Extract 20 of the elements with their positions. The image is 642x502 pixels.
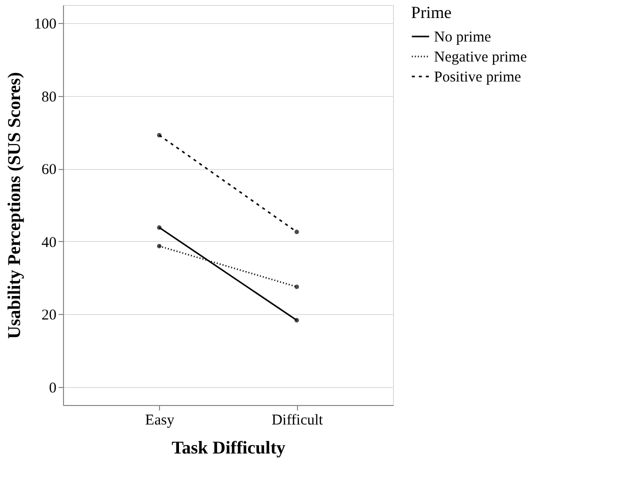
legend-label: Positive prime <box>434 70 522 86</box>
y-tick-label: 0 <box>49 380 56 396</box>
x-tick-label: Easy <box>145 412 175 428</box>
legend-title: Prime <box>411 3 452 22</box>
y-tick-label: 40 <box>42 234 56 251</box>
y-tick-label: 80 <box>42 89 56 106</box>
y-tick-label: 20 <box>42 308 56 324</box>
point <box>157 132 162 138</box>
point <box>294 230 299 234</box>
point <box>294 284 299 290</box>
x-tick-label: Difficult <box>272 412 324 428</box>
legend-label: No prime <box>434 30 492 46</box>
point <box>294 318 299 323</box>
x-axis-title: Task Difficulty <box>172 438 286 458</box>
point <box>157 225 162 230</box>
y-tick-label: 60 <box>42 162 56 178</box>
point <box>157 244 162 248</box>
legend-label: Negative prime <box>434 50 528 66</box>
y-tick-label: 100 <box>34 16 56 33</box>
y-axis-title: Usability Perceptions (SUS Scores) <box>4 72 24 339</box>
